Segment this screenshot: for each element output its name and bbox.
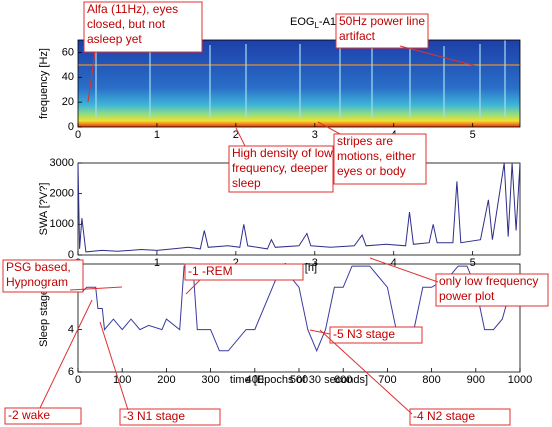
y-tick-label: 2000 [50, 188, 74, 200]
x-tick-label: 2 [233, 129, 239, 141]
annotation-text: frequency, deeper [232, 161, 328, 175]
y-tick-label: 0 [68, 121, 74, 133]
annotation-text: power plot [439, 289, 495, 303]
x-tick-label: 200 [157, 374, 175, 386]
y-tick-label: 3000 [50, 157, 74, 169]
x-tick-label: 1 [154, 257, 160, 269]
annotation-text: sleep [232, 176, 261, 190]
annotation: PSG based,Hypnogram [3, 260, 83, 292]
annotation-text: -3 N1 stage [123, 409, 185, 423]
y-tick-label: 20 [62, 96, 74, 108]
annotation: -4 N2 stage [410, 409, 510, 425]
annotation-text: -2 wake [8, 408, 50, 422]
y-tick-label: 60 [62, 46, 74, 58]
y-axis-label: Sleep stage [38, 289, 50, 347]
x-axis-label: time [Epochs of 30 seconds] [230, 374, 368, 386]
y-tick-label: 40 [62, 71, 74, 83]
annotation-text: -1 -REM [188, 264, 233, 278]
annotation: -5 N3 stage [330, 327, 422, 343]
annotation-text: Alfa (11Hz), eyes [87, 2, 178, 16]
x-tick-label: 900 [467, 374, 485, 386]
x-tick-label: 0 [75, 129, 81, 141]
annotation-text: asleep yet [87, 32, 142, 46]
annotation-text: -5 N3 stage [333, 327, 395, 341]
annotation-text: -4 N2 stage [413, 409, 475, 423]
y-axis-label: frequency [Hz] [38, 48, 50, 119]
annotation-text: 50Hz power line [339, 14, 425, 28]
annotation-text: eyes or body [337, 164, 406, 178]
x-tick-label: 700 [378, 374, 396, 386]
y-tick-label: 4 [68, 324, 74, 336]
annotation-text: PSG based, [6, 260, 71, 274]
x-tick-label: 100 [113, 374, 131, 386]
x-tick-label: 5 [470, 257, 476, 269]
annotation-text: closed, but not [87, 17, 166, 31]
x-tick-label: 5 [470, 129, 476, 141]
x-tick-label: 300 [201, 374, 219, 386]
x-tick-label: 800 [422, 374, 440, 386]
annotation-text: motions, either [337, 149, 416, 163]
spectrogram-image [78, 40, 520, 127]
annotation-text: Hypnogram [6, 275, 68, 289]
annotation: -2 wake [5, 408, 81, 424]
chart-title: EOGL-A1 [290, 16, 336, 30]
x-tick-label: 3 [312, 129, 318, 141]
annotation-text: artifact [339, 29, 376, 43]
figure: EOGL-A1 0 20 40 60 0 1 2 3 4 5 frequency [Hz] 0 1000… [0, 0, 552, 427]
annotation: -3 N1 stage [120, 409, 220, 425]
x-tick-label: 1000 [508, 374, 532, 386]
annotation-text: High density of low [232, 146, 333, 160]
y-axis-label: SWA [?V?] [38, 183, 50, 236]
y-tick-label: 1000 [50, 218, 74, 230]
y-tick-label: 6 [68, 366, 74, 378]
x-tick-label: 0 [75, 374, 81, 386]
x-tick-label: 1 [154, 129, 160, 141]
annotation-text: stripes are [337, 134, 393, 148]
annotation: -1 -REM [185, 264, 303, 280]
annotation-text: only low frequency [439, 274, 538, 288]
